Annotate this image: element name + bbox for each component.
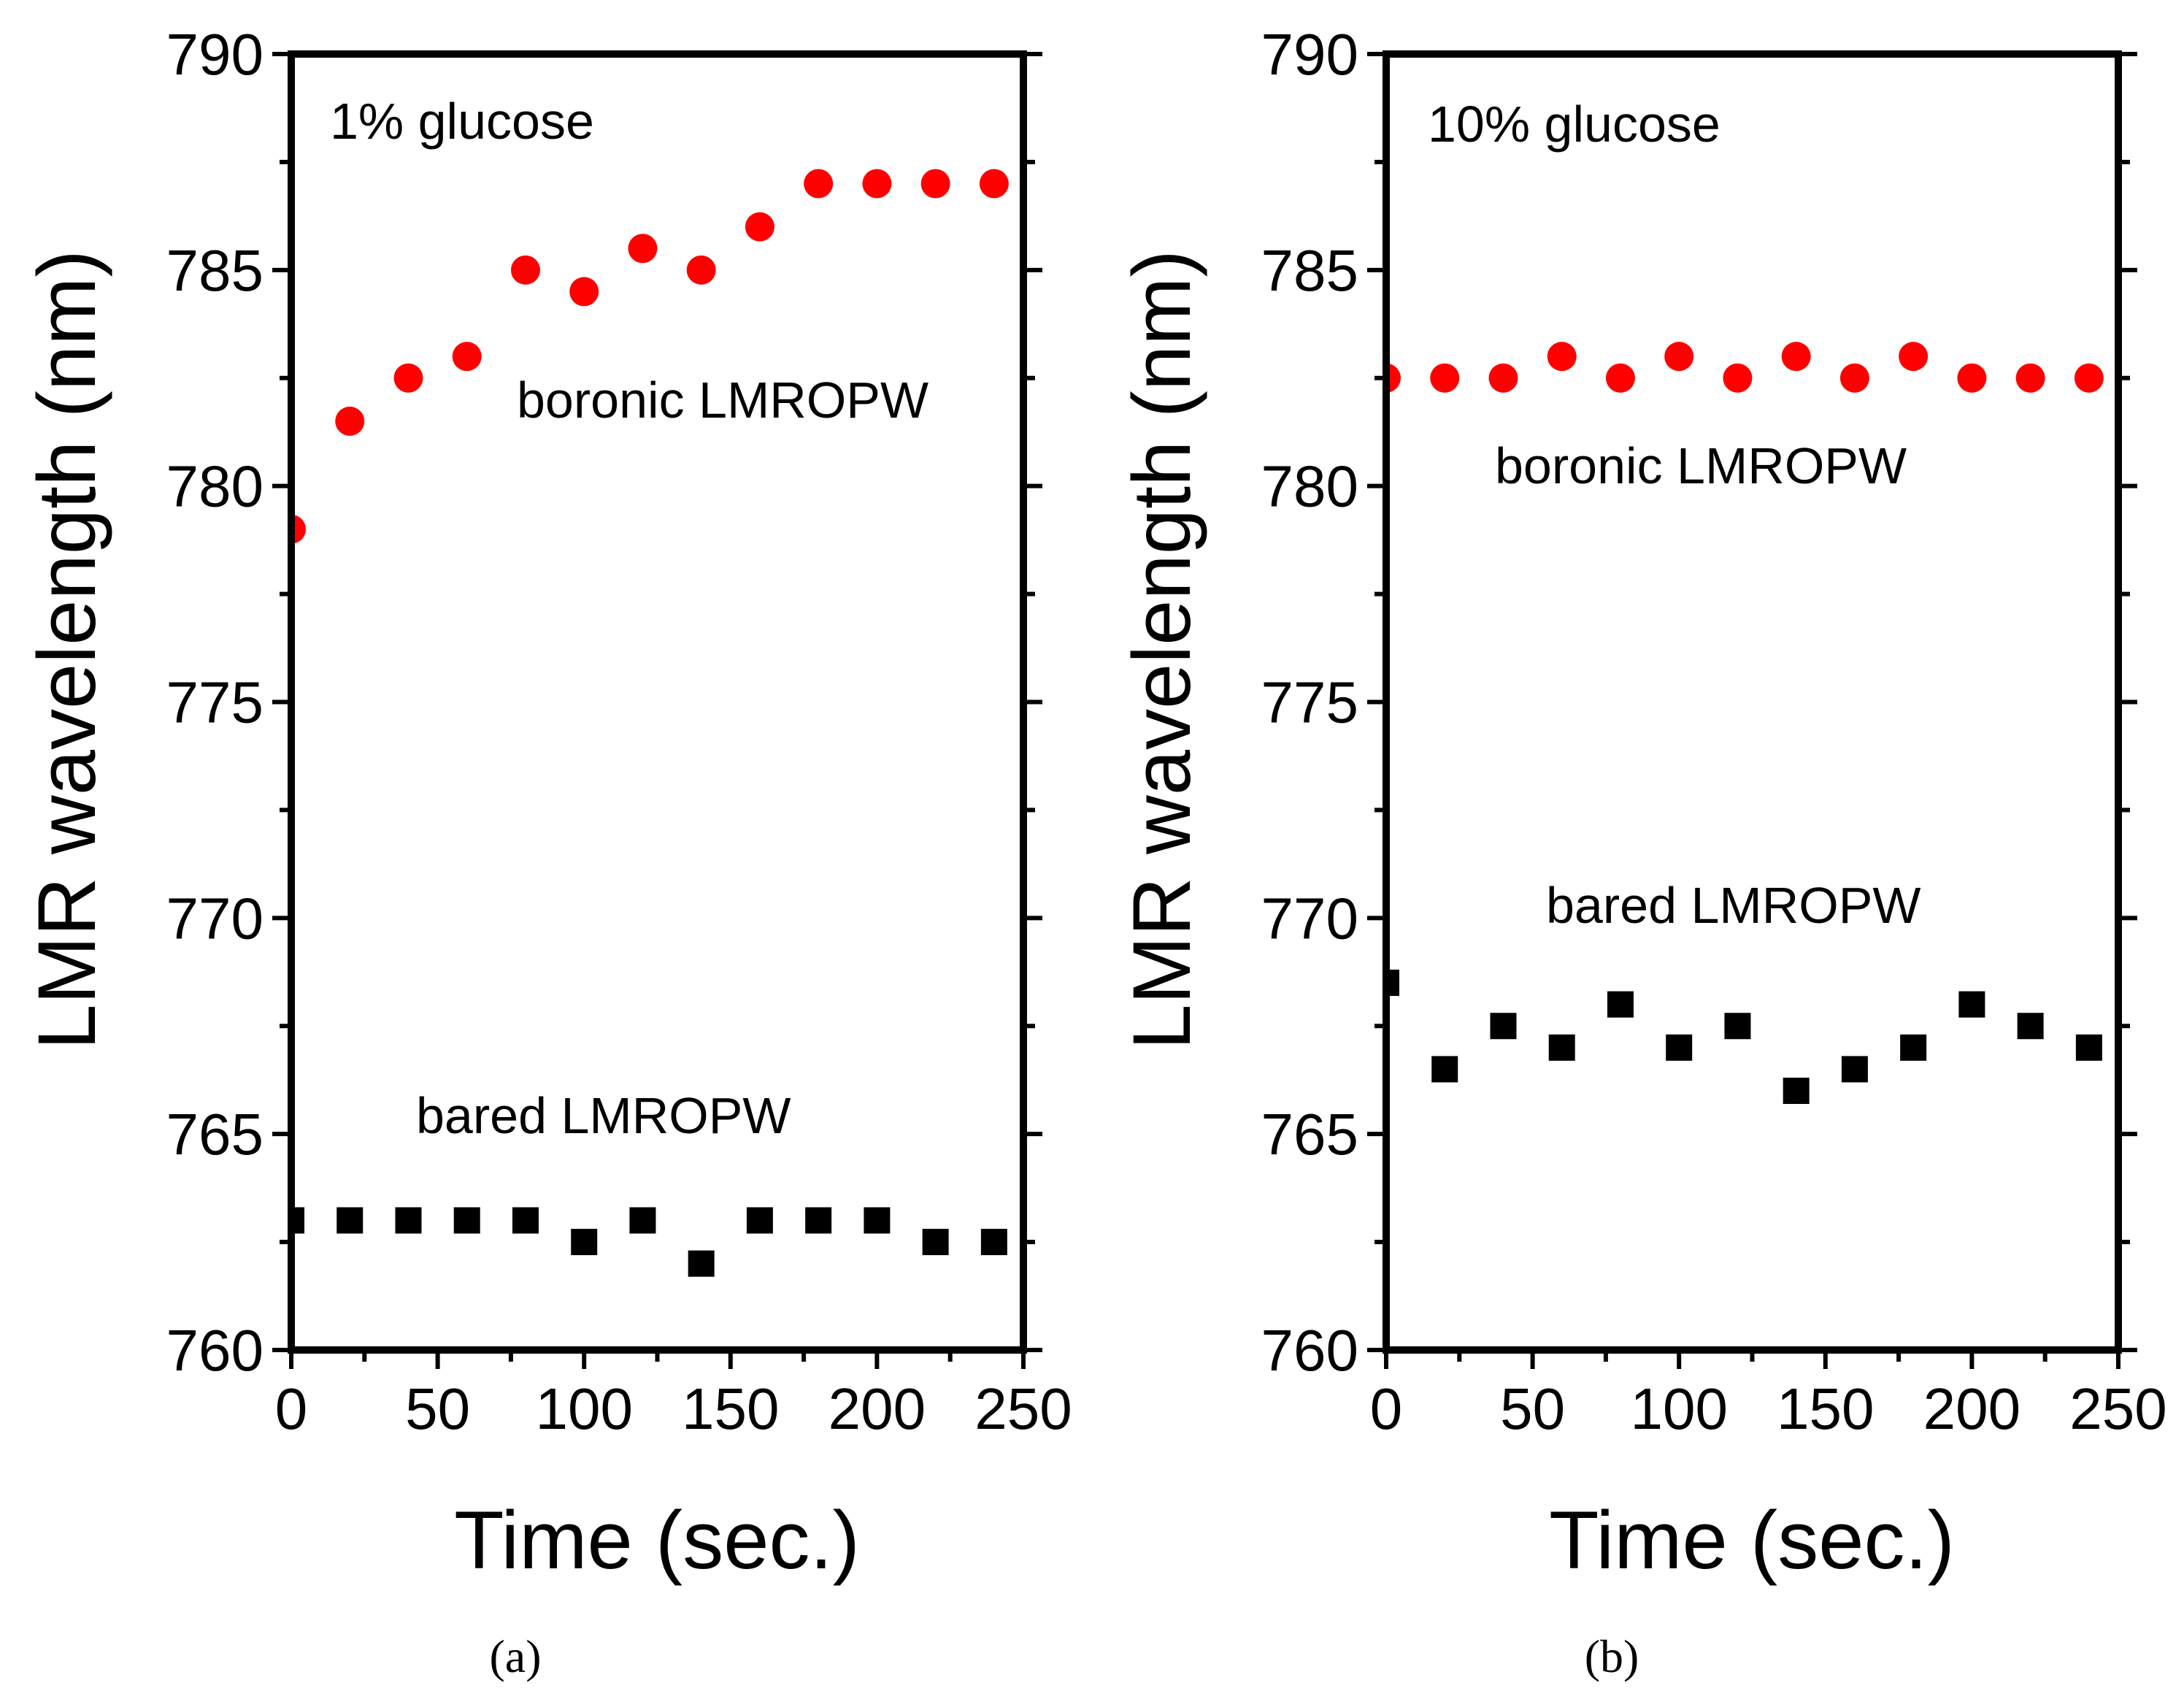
x-tick-label-b: 50 [1500, 1376, 1565, 1441]
point-bared-a [629, 1207, 656, 1234]
point-boronic-a [452, 342, 482, 372]
x-tick-label-a: 50 [405, 1376, 470, 1441]
y-tick-label-b: 780 [1261, 454, 1358, 519]
x-tick-label-b: 150 [1777, 1376, 1874, 1441]
point-bared-a [805, 1207, 832, 1234]
panel-b: LMR wavelength (nm) Time (sec.) 10% gluc… [1116, 22, 2167, 1682]
x-tick-label-b: 100 [1630, 1376, 1727, 1441]
annotation-a: 1% glucose [330, 93, 594, 150]
point-bared-b [1841, 1056, 1868, 1083]
point-boronic-a [979, 169, 1009, 199]
x-tick-label-b: 0 [1370, 1376, 1403, 1441]
y-tick-label-a: 770 [166, 886, 264, 951]
point-bared-a [512, 1207, 539, 1234]
point-bared-b [2075, 1034, 2102, 1061]
point-bared-a [864, 1207, 891, 1234]
marks-b [1386, 342, 2104, 1104]
x-tick-label-a: 0 [275, 1376, 308, 1441]
point-bared-a [746, 1207, 773, 1234]
point-bared-a [571, 1229, 598, 1256]
y-tick-label-b: 785 [1261, 238, 1358, 303]
panel-tag-b: (b) [1585, 1630, 1639, 1682]
y-tick-label-a: 785 [166, 238, 264, 303]
point-bared-b [1666, 1034, 1693, 1061]
point-bared-b [1900, 1034, 1927, 1061]
point-boronic-a [745, 212, 774, 242]
point-boronic-b [1547, 342, 1577, 372]
point-boronic-b [1488, 363, 1518, 393]
x-tick-label-b: 200 [1923, 1376, 2020, 1441]
point-bared-b [1607, 991, 1634, 1018]
x-tick-label-a: 150 [682, 1376, 779, 1441]
y-tick-label-b: 790 [1261, 22, 1358, 87]
y-tick-label-a: 765 [166, 1102, 264, 1167]
point-boronic-b [1781, 342, 1811, 372]
series-label-bared-a: bared LMROPW [416, 1087, 791, 1144]
point-boronic-a [686, 255, 716, 285]
point-boronic-b [1723, 363, 1753, 393]
point-bared-a [980, 1229, 1007, 1256]
point-boronic-a [628, 234, 658, 264]
series-label-bared-b: bared LMROPW [1546, 877, 1920, 934]
y-axis-title-a: LMR wavelength (nm) [21, 250, 112, 1050]
x-axis-title-b: Time (sec.) [1549, 1495, 1955, 1586]
point-boronic-b [2074, 363, 2104, 393]
point-boronic-a [393, 363, 423, 393]
point-boronic-a [335, 406, 365, 436]
point-boronic-b [2015, 363, 2045, 393]
series-label-boronic-a: boronic LMROPW [517, 372, 928, 429]
series-label-boronic-b: boronic LMROPW [1495, 437, 1907, 494]
y-tick-label-b: 775 [1261, 670, 1358, 735]
point-bared-b [2017, 1013, 2044, 1040]
marks-a [291, 169, 1009, 1277]
x-tick-label-a: 100 [535, 1376, 632, 1441]
plot-frame-a [288, 50, 1027, 1354]
point-boronic-b [1430, 363, 1460, 393]
y-tick-label-b: 770 [1261, 886, 1358, 951]
point-boronic-a [920, 169, 950, 199]
point-boronic-b [1957, 363, 1987, 393]
point-boronic-a [862, 169, 892, 199]
point-boronic-b [1605, 363, 1635, 393]
point-bared-b [1724, 1013, 1751, 1040]
x-axis-title-a: Time (sec.) [454, 1495, 860, 1586]
point-bared-a [395, 1207, 422, 1234]
ticks-b: 760 765 770 775 780 785 790 0 50 100 150 200 250 [1261, 22, 2167, 1441]
point-bared-b [1783, 1078, 1810, 1104]
point-bared-b [1958, 991, 1985, 1018]
y-tick-label-a: 780 [166, 454, 264, 519]
point-boronic-a [804, 169, 834, 199]
point-bared-a [922, 1229, 949, 1256]
y-tick-label-a: 760 [166, 1318, 264, 1383]
point-bared-a [337, 1207, 364, 1234]
point-boronic-a [569, 277, 599, 307]
point-boronic-b [1899, 342, 1929, 372]
point-bared-b [1548, 1034, 1575, 1061]
y-axis-title-b: LMR wavelength (nm) [1116, 250, 1207, 1050]
panel-a: LMR wavelength (nm) Time (sec.) 1% gluco… [21, 22, 1072, 1682]
y-tick-label-b: 760 [1261, 1318, 1358, 1383]
ticks-a: 760 765 770 775 780 785 790 0 50 100 150 200 250 [166, 22, 1072, 1441]
y-tick-label-a: 790 [166, 22, 264, 87]
point-boronic-b [1839, 363, 1869, 393]
point-bared-b [1431, 1056, 1458, 1083]
point-bared-b [1490, 1013, 1517, 1040]
point-boronic-b [1664, 342, 1694, 372]
point-boronic-a [510, 255, 540, 285]
plot-frame-b [1383, 50, 2122, 1354]
x-tick-label-b: 250 [2069, 1376, 2166, 1441]
annotation-b: 10% glucose [1428, 96, 1720, 153]
y-tick-label-b: 765 [1261, 1102, 1358, 1167]
y-tick-label-a: 775 [166, 670, 264, 735]
panel-tag-a: (a) [489, 1630, 541, 1682]
point-bared-a [688, 1250, 715, 1277]
point-bared-a [453, 1207, 480, 1234]
x-tick-label-a: 250 [974, 1376, 1072, 1441]
x-tick-label-a: 200 [828, 1376, 926, 1441]
